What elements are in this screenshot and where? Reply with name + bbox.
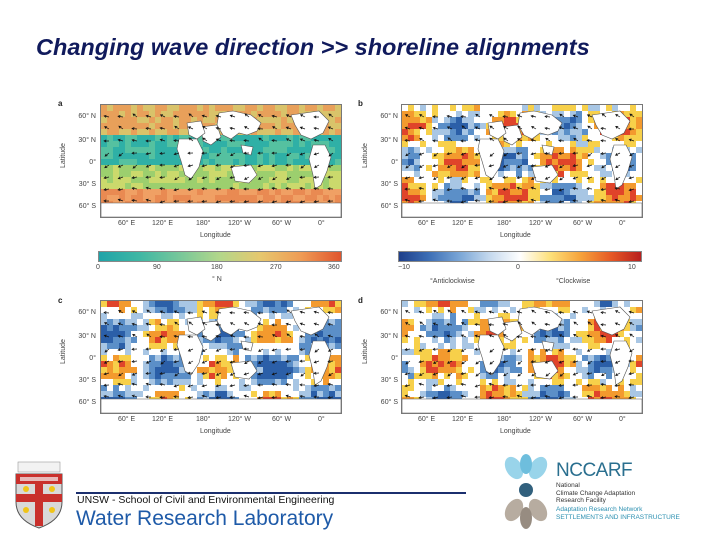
lon-tick: 60° W xyxy=(573,416,593,423)
nccarf-description: National Climate Change Adaptation Resea… xyxy=(556,482,635,505)
nccarf-line: Climate Change Adaptation xyxy=(556,489,636,497)
lon-tick: 120° E xyxy=(452,220,474,227)
colorbar-tick: 0 xyxy=(516,264,520,271)
lon-tick: 180° xyxy=(497,416,512,423)
lat-tick: 60° N xyxy=(380,113,398,120)
nccarf-network: Adaptation Research Network SETTLEMENTS … xyxy=(556,506,680,521)
lat-tick: 0° xyxy=(89,355,96,362)
lon-tick: 120° W xyxy=(228,416,252,423)
lon-tick: 60° W xyxy=(573,220,593,227)
colorbar-tick: −10 xyxy=(398,264,410,271)
colorbar-change xyxy=(398,251,642,262)
nccarf-line: Research Facility xyxy=(556,497,606,505)
lat-tick: 30° S xyxy=(380,181,398,188)
lat-tick: 60° N xyxy=(78,309,96,316)
world-map-change-d xyxy=(401,300,643,414)
nccarf-logo xyxy=(504,454,548,529)
lat-tick: 60° S xyxy=(78,203,96,210)
lon-tick: 180° xyxy=(196,416,211,423)
lat-tick: 60° S xyxy=(380,203,398,210)
colorbar-tick: 360 xyxy=(328,264,340,271)
lon-tick: 180° xyxy=(497,220,512,227)
x-axis-title: Longitude xyxy=(500,232,531,239)
nccarf-line: National xyxy=(556,482,580,489)
colorbar-tick: 0 xyxy=(96,264,100,271)
lat-tick: 30° S xyxy=(380,377,398,384)
lat-tick: 0° xyxy=(391,159,398,166)
lon-tick: 60° E xyxy=(418,220,436,227)
lon-tick: 60° E xyxy=(118,416,136,423)
lat-tick: 30° N xyxy=(78,137,96,144)
lon-tick: 0° xyxy=(619,220,626,227)
panel-letter: b xyxy=(358,99,363,108)
world-map-wave-direction xyxy=(100,104,342,218)
colorbar-unit: ° N xyxy=(212,276,222,283)
lat-tick: 30° S xyxy=(78,377,96,384)
lat-tick: 30° S xyxy=(78,181,96,188)
footer-rule xyxy=(76,492,466,494)
lat-tick: 30° N xyxy=(380,137,398,144)
world-map-direction-change xyxy=(401,104,643,218)
slide-title: Changing wave direction >> shoreline ali… xyxy=(36,34,590,60)
lon-tick: 120° E xyxy=(152,416,174,423)
lab-name: Water Research Laboratory xyxy=(76,507,334,530)
lon-tick: 0° xyxy=(318,416,325,423)
lon-tick: 0° xyxy=(318,220,325,227)
school-name: UNSW - School of Civil and Environmental… xyxy=(77,494,335,506)
colorbar-note-clockwise: °Clockwise xyxy=(556,278,591,285)
lat-tick: 30° N xyxy=(78,333,96,340)
colorbar-tick: 270 xyxy=(270,264,282,271)
lon-tick: 120° E xyxy=(152,220,174,227)
lon-tick: 0° xyxy=(619,416,626,423)
colorbar-tick: 90 xyxy=(153,264,161,271)
lat-tick: 60° N xyxy=(380,309,398,316)
nccarf-network-line: SETTLEMENTS AND INFRASTRUCTURE xyxy=(556,513,680,521)
x-axis-title: Longitude xyxy=(200,232,231,239)
x-axis-title: Longitude xyxy=(200,428,231,435)
lat-tick: 60° N xyxy=(78,113,96,120)
colorbar-direction xyxy=(98,251,342,262)
world-map-change-c xyxy=(100,300,342,414)
panel-letter: a xyxy=(58,99,63,108)
lat-tick: 60° S xyxy=(380,399,398,406)
lon-tick: 60° E xyxy=(418,416,436,423)
lon-tick: 180° xyxy=(196,220,211,227)
lon-tick: 60° E xyxy=(118,220,136,227)
nccarf-network-line: Adaptation Research Network xyxy=(556,506,643,513)
nccarf-name: NCCARF xyxy=(556,460,633,481)
colorbar-tick: 10 xyxy=(628,264,636,271)
lon-tick: 60° W xyxy=(272,220,292,227)
lon-tick: 120° W xyxy=(529,220,553,227)
colorbar-note-anticlockwise: °Anticlockwise xyxy=(430,278,475,285)
lat-tick: 30° N xyxy=(380,333,398,340)
lat-tick: 0° xyxy=(391,355,398,362)
lon-tick: 120° W xyxy=(228,220,252,227)
lat-tick: 0° xyxy=(89,159,96,166)
x-axis-title: Longitude xyxy=(500,428,531,435)
colorbar-tick: 180 xyxy=(211,264,223,271)
lon-tick: 120° W xyxy=(529,416,553,423)
panel-letter: d xyxy=(358,296,363,305)
lon-tick: 60° W xyxy=(272,416,292,423)
lon-tick: 120° E xyxy=(452,416,474,423)
unsw-crest-logo xyxy=(15,461,63,529)
lat-tick: 60° S xyxy=(78,399,96,406)
panel-letter: c xyxy=(58,296,63,305)
